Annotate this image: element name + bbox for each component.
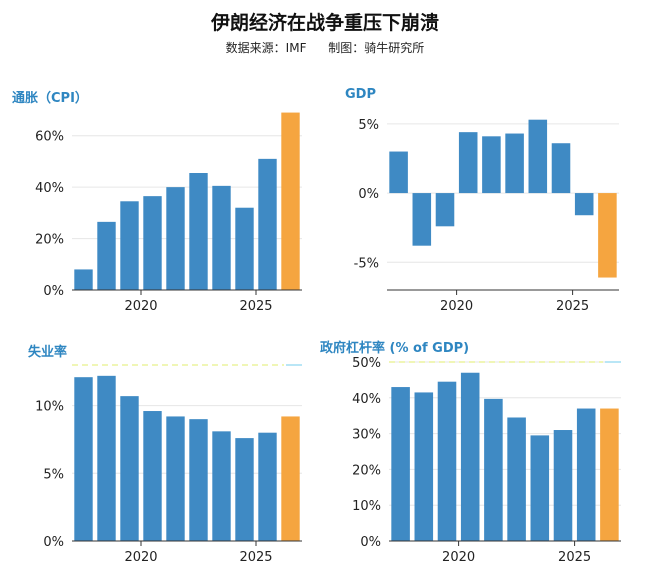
bar-2020 bbox=[458, 132, 478, 194]
y-tick-label: 60% bbox=[35, 130, 64, 145]
y-tick-label: 0% bbox=[360, 535, 381, 550]
panel-unemployment: 失业率 0% 5% 10% 2020 2025 bbox=[0, 335, 325, 577]
bar-2018 bbox=[412, 193, 432, 246]
y-tick-label: 20% bbox=[352, 463, 381, 478]
bar-2025 bbox=[258, 158, 277, 290]
bar-2023 bbox=[530, 435, 550, 541]
bar-2021 bbox=[166, 416, 185, 541]
bar-2017 bbox=[74, 377, 93, 541]
bar-2019 bbox=[120, 201, 139, 290]
panel-title-gdp: GDP bbox=[345, 87, 376, 102]
bar-2024 bbox=[235, 207, 254, 290]
y-tick-label: 20% bbox=[35, 233, 64, 248]
bar-2023 bbox=[212, 431, 231, 541]
y-tick-label: 5% bbox=[43, 467, 64, 482]
bar-2024 bbox=[551, 143, 571, 194]
bar-2022 bbox=[507, 417, 526, 541]
bar-2019 bbox=[120, 396, 139, 541]
bar-2026 bbox=[598, 193, 617, 278]
bar-2017 bbox=[74, 269, 93, 290]
bar-2017 bbox=[389, 151, 408, 194]
bar-2019 bbox=[437, 381, 457, 541]
y-tick-label: 5% bbox=[358, 118, 379, 133]
x-tick-label: 2025 bbox=[239, 299, 272, 314]
inflation-chart: 0% 20% 40% 60% 2020 2025 bbox=[35, 112, 302, 314]
bar-2024 bbox=[553, 430, 573, 541]
bar-2020 bbox=[460, 372, 480, 541]
y-tick-label: 0% bbox=[43, 284, 64, 299]
bar-2025 bbox=[574, 193, 594, 216]
y-tick-label: 10% bbox=[352, 499, 381, 514]
bar-2022 bbox=[189, 419, 208, 541]
panel-title-unemployment: 失业率 bbox=[28, 345, 68, 360]
bar-2025 bbox=[576, 408, 596, 541]
panel-gdp: GDP -5% 0% 5% 2020 2025 bbox=[325, 80, 650, 320]
panel-inflation: 通胀（CPI） 0% 20% 40% 60% 2020 2025 bbox=[0, 80, 325, 320]
y-tick-label: 50% bbox=[352, 356, 381, 371]
x-tick-label: 2020 bbox=[442, 550, 475, 565]
chart-subtitle: 数据来源：IMF 制图：骑牛研究所 bbox=[0, 39, 650, 56]
bar-2026 bbox=[281, 112, 300, 290]
bar-2026 bbox=[600, 408, 619, 541]
bar-2019 bbox=[435, 193, 455, 227]
bar-2025 bbox=[258, 432, 277, 541]
x-tick-label: 2020 bbox=[124, 299, 157, 314]
source-label: 数据来源：IMF bbox=[225, 41, 307, 55]
x-tick-label: 2020 bbox=[124, 550, 157, 565]
bar-2018 bbox=[414, 392, 434, 541]
y-tick-label: 40% bbox=[35, 181, 64, 196]
producer-label: 制图：骑牛研究所 bbox=[328, 41, 425, 55]
x-tick-label: 2020 bbox=[440, 299, 473, 314]
bar-2021 bbox=[484, 398, 503, 541]
bar-2023 bbox=[528, 119, 548, 194]
y-tick-label: -5% bbox=[354, 256, 379, 271]
x-tick-label: 2025 bbox=[558, 550, 591, 565]
bar-2018 bbox=[97, 221, 116, 290]
bar-2020 bbox=[143, 196, 162, 290]
panel-title-inflation: 通胀（CPI） bbox=[12, 91, 88, 106]
bar-2021 bbox=[482, 136, 501, 194]
y-tick-label: 40% bbox=[352, 392, 381, 407]
bar-2020 bbox=[143, 411, 162, 541]
government-debt-chart: 0% 10% 20% 30% 40% 50% 2020 2025 bbox=[352, 356, 621, 565]
panel-title-government-debt: 政府杠杆率 (% of GDP) bbox=[320, 337, 469, 356]
bar-2022 bbox=[189, 173, 208, 290]
chart-title: 伊朗经济在战争重压下崩溃 bbox=[210, 12, 439, 34]
panel-title-government-debt-unit: (% of GDP) bbox=[389, 341, 470, 356]
bar-2024 bbox=[235, 438, 254, 541]
bar-2017 bbox=[391, 387, 410, 541]
panel-title-government-debt-main: 政府杠杆率 bbox=[320, 341, 386, 356]
x-tick-label: 2025 bbox=[556, 299, 589, 314]
y-tick-label: 0% bbox=[358, 187, 379, 202]
gdp-chart: -5% 0% 5% 2020 2025 bbox=[354, 118, 619, 314]
bar-2023 bbox=[212, 185, 231, 290]
panel-government-debt: 政府杠杆率 (% of GDP) 0% 10% 20% 30% 40% 50% 2020 20… bbox=[320, 335, 650, 577]
y-tick-label: 10% bbox=[35, 400, 64, 415]
bar-2021 bbox=[166, 187, 185, 290]
bar-2022 bbox=[505, 133, 524, 194]
x-tick-label: 2025 bbox=[239, 550, 272, 565]
y-tick-label: 30% bbox=[352, 428, 381, 443]
bar-2026 bbox=[281, 416, 300, 541]
y-tick-label: 0% bbox=[43, 535, 64, 550]
bar-2018 bbox=[97, 375, 116, 541]
unemployment-chart: 0% 5% 10% 2020 2025 bbox=[35, 364, 302, 565]
